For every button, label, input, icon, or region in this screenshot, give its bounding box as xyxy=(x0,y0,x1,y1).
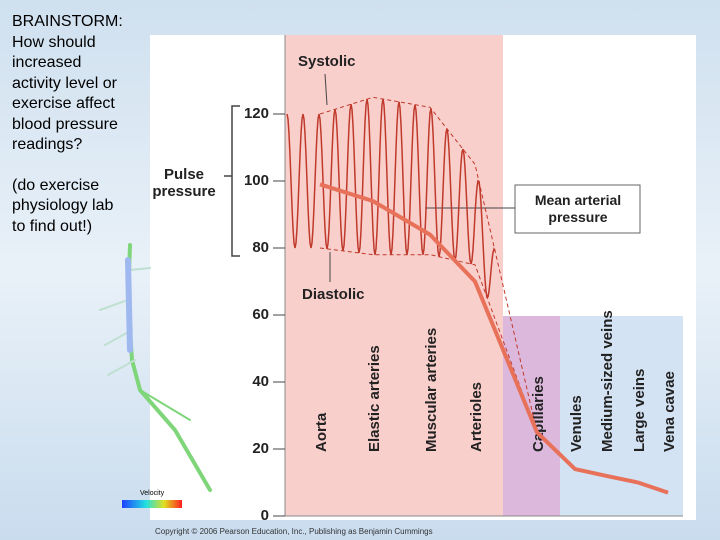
text-line: activity level or xyxy=(12,74,117,92)
velocity-scale xyxy=(122,500,182,508)
y-tick-label: 100 xyxy=(244,172,269,189)
x-tick-label: Elastic arteries xyxy=(366,345,383,452)
x-tick-label: Arterioles xyxy=(468,382,485,452)
mean-line xyxy=(319,182,669,495)
systolic-leader xyxy=(324,73,328,106)
x-tick-label: Large veins xyxy=(631,369,648,452)
slide-text: BRAINSTORM: How should increased activity l… xyxy=(12,12,123,237)
pulse-bracket xyxy=(224,105,240,257)
vessel-image xyxy=(99,243,212,492)
text-line: (do exercise xyxy=(12,176,100,194)
veins-region xyxy=(560,316,683,516)
y-tick-label: 60 xyxy=(252,306,269,323)
mean-box xyxy=(514,184,641,234)
text-line: readings? xyxy=(12,136,83,153)
text-line: BRAINSTORM: xyxy=(12,13,123,30)
mean-label: Mean arterial pressure xyxy=(534,192,622,225)
x-tick-label: Medium-sized veins xyxy=(599,310,616,452)
text-line: increased xyxy=(12,54,82,71)
x-tick-label: Capillaries xyxy=(530,376,547,452)
y-tick-label: 120 xyxy=(244,105,269,122)
y-tick-label: 80 xyxy=(252,239,269,256)
x-tick-label: Muscular arteries xyxy=(423,328,440,452)
text-line: exercise affect xyxy=(12,95,115,112)
systolic-label: Systolic xyxy=(298,53,356,70)
y-tick-label: 20 xyxy=(252,440,269,457)
pulse-label: Pulse pressure xyxy=(152,166,216,200)
y-tick-label: 0 xyxy=(261,507,269,524)
velocity-label: Velocity xyxy=(140,490,165,497)
text-line: physiology lab xyxy=(12,197,114,214)
x-tick-label: Vena cavae xyxy=(661,371,678,452)
diastolic-label: Diastolic xyxy=(302,286,365,303)
y-tick-label: 40 xyxy=(252,373,269,390)
text-line: How should xyxy=(12,33,96,51)
text-line: to find out!) xyxy=(12,217,93,235)
copyright: Copyright © 2006 Pearson Education, Inc.… xyxy=(155,527,433,536)
x-tick-label: Venules xyxy=(568,395,585,452)
text-line: blood pressure xyxy=(12,115,118,133)
x-tick-label: Aorta xyxy=(313,412,330,452)
